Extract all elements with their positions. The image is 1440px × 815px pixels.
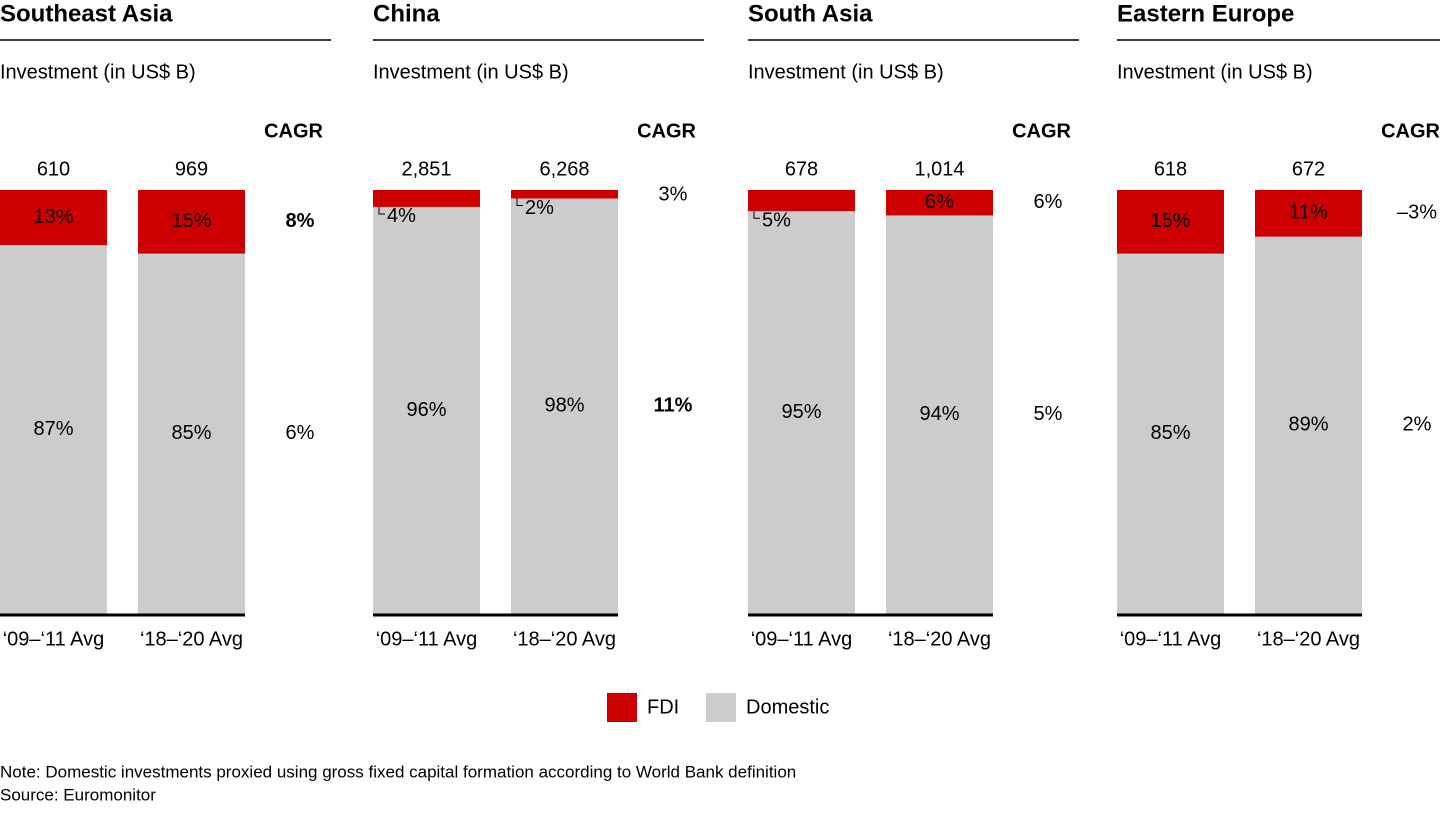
x-tick-label: ‘09–‘11 Avg bbox=[1120, 628, 1222, 650]
total-label: 2,851 bbox=[401, 158, 451, 180]
cagr-label: 11% bbox=[654, 395, 693, 417]
bar-segment bbox=[748, 190, 855, 212]
value-label: 87% bbox=[33, 418, 73, 440]
cagr-label: 5% bbox=[1034, 403, 1063, 425]
legend-label: FDI bbox=[647, 696, 679, 718]
total-label: 610 bbox=[37, 158, 70, 180]
bar-segment bbox=[373, 190, 480, 207]
cagr-title: CAGR bbox=[1381, 120, 1440, 142]
bar-segment bbox=[1117, 253, 1224, 614]
value-label: 2% bbox=[525, 197, 554, 219]
bar-segment bbox=[1255, 236, 1362, 614]
value-label: 5% bbox=[762, 209, 791, 231]
subtitle: Investment (in US$ B) bbox=[0, 61, 196, 83]
value-label: 94% bbox=[919, 403, 959, 425]
cagr-label: 6% bbox=[1034, 191, 1063, 213]
cagr-label: 6% bbox=[286, 422, 315, 444]
leader-line bbox=[516, 198, 523, 206]
total-label: 969 bbox=[175, 158, 208, 180]
bar-segment bbox=[373, 206, 480, 614]
cagr-label: –3% bbox=[1397, 202, 1437, 224]
value-label: 4% bbox=[387, 205, 416, 227]
bar-segment bbox=[511, 190, 618, 199]
panel-title: Eastern Europe bbox=[1117, 0, 1294, 27]
note: Note: Domestic investments proxied using… bbox=[0, 762, 796, 781]
value-label: 85% bbox=[171, 422, 211, 444]
subtitle: Investment (in US$ B) bbox=[373, 61, 569, 83]
x-tick-label: ‘18–‘20 Avg bbox=[888, 628, 991, 650]
value-label: 11% bbox=[1289, 202, 1328, 224]
cagr-label: 2% bbox=[1403, 414, 1432, 436]
bar-segment bbox=[1117, 190, 1224, 254]
value-label: 98% bbox=[544, 395, 584, 417]
source: Source: Euromonitor bbox=[0, 785, 156, 804]
cagr-label: 8% bbox=[286, 210, 315, 232]
x-tick-label: ‘18–‘20 Avg bbox=[140, 628, 243, 650]
subtitle: Investment (in US$ B) bbox=[1117, 61, 1313, 83]
x-tick-label: ‘09–‘11 Avg bbox=[751, 628, 853, 650]
bar-segment bbox=[748, 211, 855, 614]
value-label: 85% bbox=[1150, 422, 1190, 444]
value-label: 95% bbox=[781, 401, 821, 423]
x-tick-label: ‘09–‘11 Avg bbox=[3, 628, 105, 650]
x-tick-label: ‘18–‘20 Avg bbox=[513, 628, 616, 650]
cagr-title: CAGR bbox=[264, 120, 323, 142]
bar-segment bbox=[0, 245, 107, 614]
total-label: 1,014 bbox=[914, 158, 964, 180]
panel-title: Southeast Asia bbox=[0, 0, 173, 27]
panel-title: China bbox=[373, 0, 440, 27]
cagr-title: CAGR bbox=[637, 120, 696, 142]
legend-swatch bbox=[706, 693, 736, 722]
leader-line bbox=[753, 211, 760, 219]
subtitle: Investment (in US$ B) bbox=[748, 61, 944, 83]
bar-segment bbox=[886, 215, 993, 614]
legend-swatch bbox=[607, 693, 637, 722]
leader-line bbox=[378, 206, 385, 215]
bar-segment bbox=[511, 198, 618, 615]
panel-title: South Asia bbox=[748, 0, 873, 27]
cagr-label: 3% bbox=[659, 183, 688, 205]
total-label: 618 bbox=[1154, 158, 1187, 180]
x-tick-label: ‘18–‘20 Avg bbox=[1257, 628, 1360, 650]
total-label: 672 bbox=[1292, 158, 1325, 180]
cagr-title: CAGR bbox=[1012, 120, 1071, 142]
total-label: 6,268 bbox=[539, 158, 589, 180]
value-label: 15% bbox=[1150, 210, 1190, 232]
value-label: 96% bbox=[406, 399, 446, 421]
value-label: 15% bbox=[171, 210, 211, 232]
value-label: 6% bbox=[925, 191, 954, 213]
x-tick-label: ‘09–‘11 Avg bbox=[376, 628, 478, 650]
bar-segment bbox=[138, 190, 245, 254]
legend-label: Domestic bbox=[746, 696, 829, 718]
bar-segment bbox=[886, 190, 993, 216]
value-label: 89% bbox=[1288, 414, 1328, 436]
value-label: 13% bbox=[33, 206, 73, 228]
bar-segment bbox=[138, 253, 245, 614]
total-label: 678 bbox=[785, 158, 818, 180]
bar-segment bbox=[0, 190, 107, 246]
bar-segment bbox=[1255, 190, 1362, 237]
